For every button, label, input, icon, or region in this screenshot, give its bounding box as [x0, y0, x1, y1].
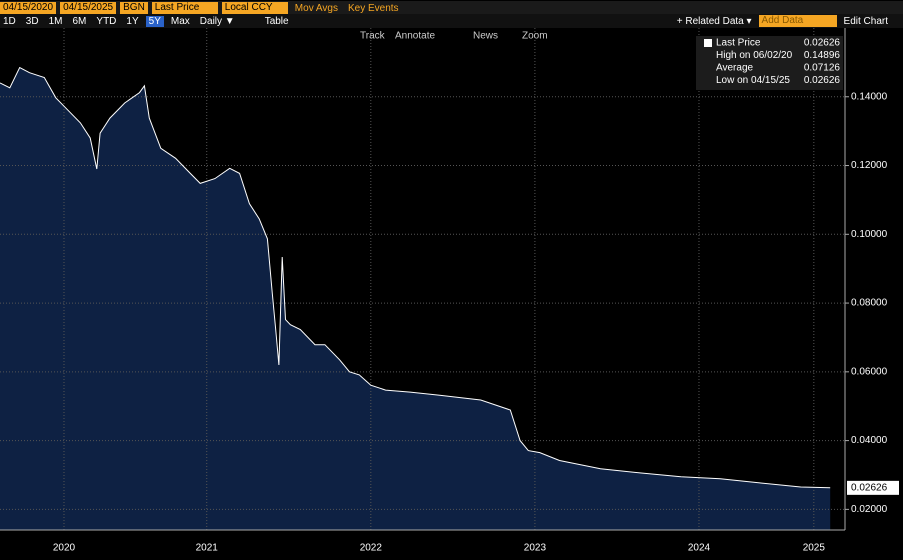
legend-box — [696, 36, 843, 90]
legend-swatch — [704, 39, 712, 47]
chart-tool[interactable]: Track — [360, 31, 386, 42]
range-button[interactable]: YTD — [96, 15, 117, 27]
x-tick-label: 2022 — [360, 543, 383, 554]
y-tick-label: 0.10000 — [851, 229, 888, 240]
toolbar-row: 1D 3D 1M 6M YTD 1Y 5Y Max Daily ▼ Table + Related … — [0, 14, 903, 28]
y-tick-label: 0.02000 — [851, 504, 888, 515]
y-tick-label: 0.12000 — [851, 160, 888, 171]
related-data[interactable]: + Related Data ▾ — [676, 15, 752, 27]
y-tick-label: 0.04000 — [851, 435, 888, 446]
legend-label: Low on 04/15/25 — [716, 75, 790, 86]
chart-tool[interactable]: Zoom — [522, 31, 548, 42]
x-tick-label: 2025 — [803, 543, 826, 554]
range-button[interactable]: Max — [170, 15, 190, 27]
area — [0, 67, 831, 530]
range-button[interactable]: 1D — [3, 15, 16, 27]
field[interactable]: Last Price — [151, 2, 218, 14]
range-button[interactable]: 6M — [72, 15, 87, 27]
last-value-label: 0.02626 — [851, 482, 888, 493]
legend-label: Average — [716, 63, 754, 74]
chart: 0.02000 0.04000 0.06000 0.08000 0.10000 0.120… — [0, 28, 899, 554]
legend-value: 0.14896 — [804, 50, 841, 61]
currency[interactable]: Local CCY — [221, 2, 288, 14]
legend-label: High on 06/02/20 — [716, 50, 793, 61]
y-tick-label: 0.06000 — [851, 366, 888, 377]
add-data[interactable]: Add Data — [758, 15, 837, 27]
range-button[interactable]: 5Y — [145, 15, 164, 27]
start-date[interactable]: 04/15/2020 — [0, 2, 57, 14]
y-tick-label: 0.14000 — [851, 91, 888, 102]
last-value-tag — [847, 480, 899, 495]
key-events[interactable]: Key Events — [347, 2, 399, 14]
source[interactable]: BGN — [120, 2, 148, 14]
end-date[interactable]: 04/15/2025 — [60, 2, 117, 14]
toolbar-row: 04/15/2020 04/15/2025 BGN Last Price Loc… — [0, 1, 903, 15]
range-button[interactable]: 3D — [25, 15, 39, 27]
range-button[interactable]: 1Y — [126, 15, 139, 27]
mov-avgs[interactable]: Mov Avgs — [294, 2, 338, 14]
legend-value: 0.02626 — [804, 38, 841, 49]
edit-chart[interactable]: Edit Chart — [843, 15, 888, 27]
x-tick-label: 2023 — [524, 543, 547, 554]
chart-tool[interactable]: Annotate — [395, 31, 435, 42]
legend-label: Last Price — [716, 38, 761, 49]
legend-value: 0.07126 — [804, 63, 841, 74]
x-tick-label: 2020 — [53, 543, 76, 554]
x-tick-label: 2024 — [688, 543, 711, 554]
chart-tool[interactable]: News — [473, 31, 498, 42]
frequency[interactable]: Daily ▼ — [199, 15, 235, 27]
x-tick-label: 2021 — [196, 543, 219, 554]
y-tick-label: 0.08000 — [851, 298, 888, 309]
legend-value: 0.02626 — [804, 75, 841, 86]
range-button[interactable]: 1M — [48, 15, 63, 27]
line — [0, 66, 831, 489]
table-button[interactable]: Table — [264, 15, 289, 27]
